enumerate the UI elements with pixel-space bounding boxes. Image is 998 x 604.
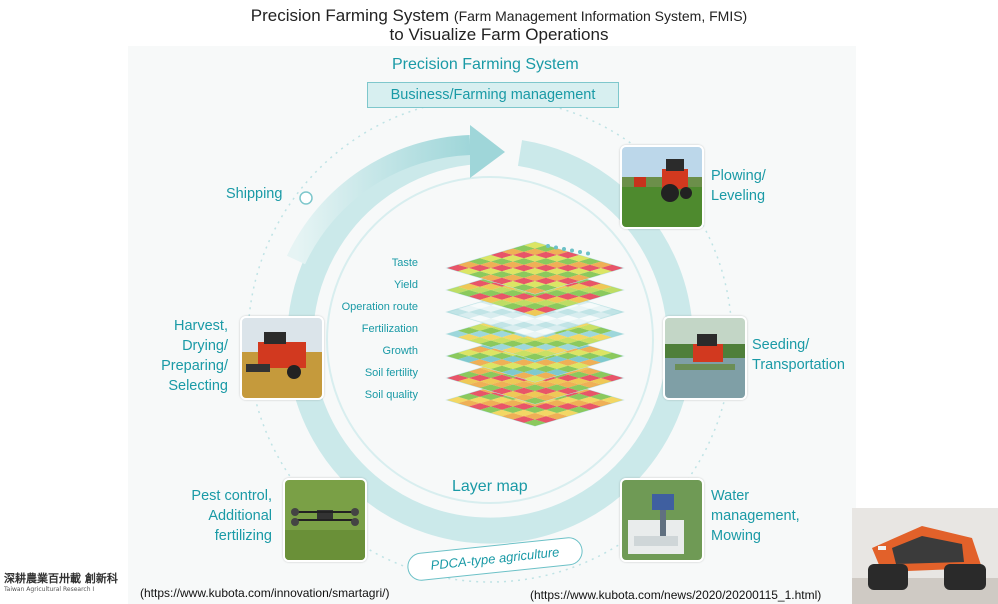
layer-cell	[601, 286, 623, 294]
source-url-right[interactable]: (https://www.kubota.com/news/2020/202001…	[530, 588, 822, 602]
layer-marker-dot	[562, 247, 566, 251]
stage-plowing-line1: Plowing/	[711, 168, 766, 184]
stage-water: Water management, Mowing	[711, 486, 800, 546]
source-url-left[interactable]: (https://www.kubota.com/innovation/smart…	[140, 586, 390, 600]
stage-pest: Pest control, Additional fertilizing	[162, 486, 272, 546]
stage-harvest-line1: Harvest,	[174, 318, 228, 334]
page-title: Precision Farming System (Farm Managemen…	[0, 6, 998, 26]
layer-label: Taste	[391, 257, 418, 269]
layer-marker-dot	[554, 245, 558, 250]
layer-label: Soil fertility	[364, 367, 418, 379]
layer-marker-dot	[546, 244, 550, 248]
layer-label: Yield	[393, 279, 418, 291]
logo-text-zh: 深耕農業百卅載 創新科	[4, 572, 118, 585]
title-paren: (Farm Management Information System, FMI…	[453, 8, 748, 24]
layer-marker-dot	[578, 250, 582, 254]
layer-cell	[601, 308, 623, 316]
stage-water-line3: Mowing	[711, 528, 761, 544]
layer-label: Growth	[382, 345, 418, 357]
layer-map-label: Layer map	[452, 478, 528, 495]
stage-seeding: Seeding/ Transportation	[752, 335, 845, 375]
layer-label: Operation route	[341, 301, 418, 313]
inner-ring	[326, 176, 654, 504]
layer-cell	[601, 330, 623, 338]
stage-harvest-line3: Preparing/	[161, 358, 228, 374]
page-subtitle: to Visualize Farm Operations	[389, 25, 609, 44]
stage-water-line1: Water	[711, 488, 750, 504]
layer-marker-dot	[570, 248, 574, 253]
stage-harvest-line4: Selecting	[168, 378, 228, 394]
cycle-arrow-head	[470, 125, 505, 178]
cycle-ring	[287, 138, 693, 544]
layer-cell	[601, 374, 623, 382]
logo-text-en: Taiwan Agricultural Research I	[4, 586, 95, 593]
layer-cell	[601, 396, 623, 404]
stage-plowing: Plowing/ Leveling	[711, 166, 766, 206]
seeding-photo	[663, 316, 747, 400]
pest-photo	[283, 478, 367, 562]
stage-plowing-line2: Leveling	[711, 188, 766, 204]
layer-cell	[601, 352, 623, 360]
stage-harvest: Harvest, Drying/ Preparing/ Selecting	[148, 316, 228, 396]
stage-water-line2: management,	[711, 508, 800, 524]
business-management-box: Business/Farming management	[367, 82, 619, 108]
title-main: Precision Farming System	[250, 6, 450, 25]
shipping-marker	[299, 191, 313, 205]
stage-pest-line3: fertilizing	[214, 528, 272, 544]
cycle-arrow-body	[286, 135, 471, 265]
layer-cell	[601, 264, 623, 272]
stage-shipping: Shipping	[226, 186, 283, 202]
stage-harvest-line2: Drying/	[182, 338, 228, 354]
system-title: Precision Farming System	[392, 56, 579, 73]
layer-marker-dot	[586, 251, 590, 256]
water-photo	[620, 478, 704, 562]
stage-pest-line1: Pest control,	[191, 488, 272, 504]
stage-seeding-line1: Seeding/	[752, 337, 810, 353]
robot-tractor-photo	[852, 508, 998, 604]
layer-stack	[445, 241, 625, 427]
layer-label: Soil quality	[364, 389, 418, 401]
institute-logo: 深耕農業百卅載 創新科 Taiwan Agricultural Research…	[4, 570, 130, 593]
layer-label: Fertilization	[361, 323, 418, 335]
stage-pest-line2: Additional	[208, 508, 272, 524]
stage-seeding-line2: Transportation	[752, 357, 845, 373]
plowing-photo	[620, 145, 704, 229]
harvest-photo	[240, 316, 324, 400]
